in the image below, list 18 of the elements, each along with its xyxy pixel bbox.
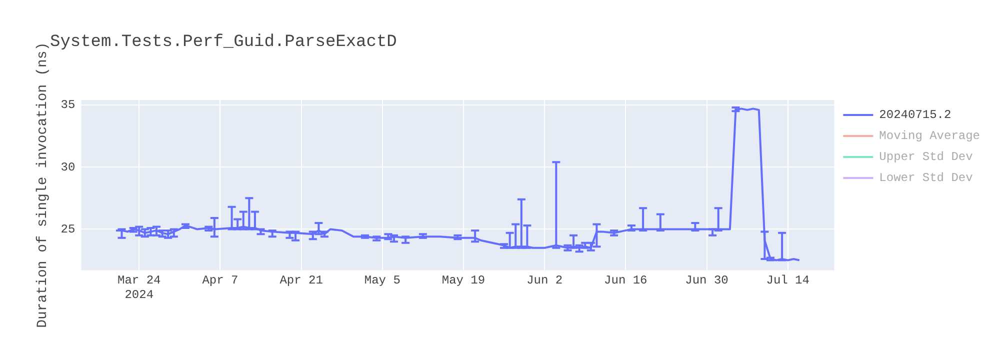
chart-title: System.Tests.Perf_Guid.ParseExactD (50, 33, 397, 52)
legend-label: Moving Average (879, 129, 980, 144)
x-tick-label: Mar 24 2024 (118, 274, 161, 302)
legend-label: Lower Std Dev (879, 171, 973, 186)
x-tick-label: Jun 30 (685, 274, 728, 288)
x-tick-label: Jun 16 (604, 274, 648, 288)
x-tick-label: Apr 7 (202, 274, 238, 288)
y-tick-label: 35 (60, 98, 76, 112)
x-tick-label: Apr 21 (280, 274, 323, 288)
legend-label: Upper Std Dev (879, 150, 973, 164)
legend-label: 20240715.2 (879, 108, 952, 122)
y-tick-label: 25 (60, 222, 76, 236)
x-tick-label: Jun 2 (526, 274, 563, 288)
x-tick-label: Jul 14 (766, 274, 810, 288)
y-tick-label: 30 (60, 160, 76, 174)
x-tick-label: May 19 (442, 274, 486, 288)
y-axis-title: Duration of single invocation (ns) (35, 42, 52, 328)
x-tick-label: May 5 (364, 274, 400, 288)
